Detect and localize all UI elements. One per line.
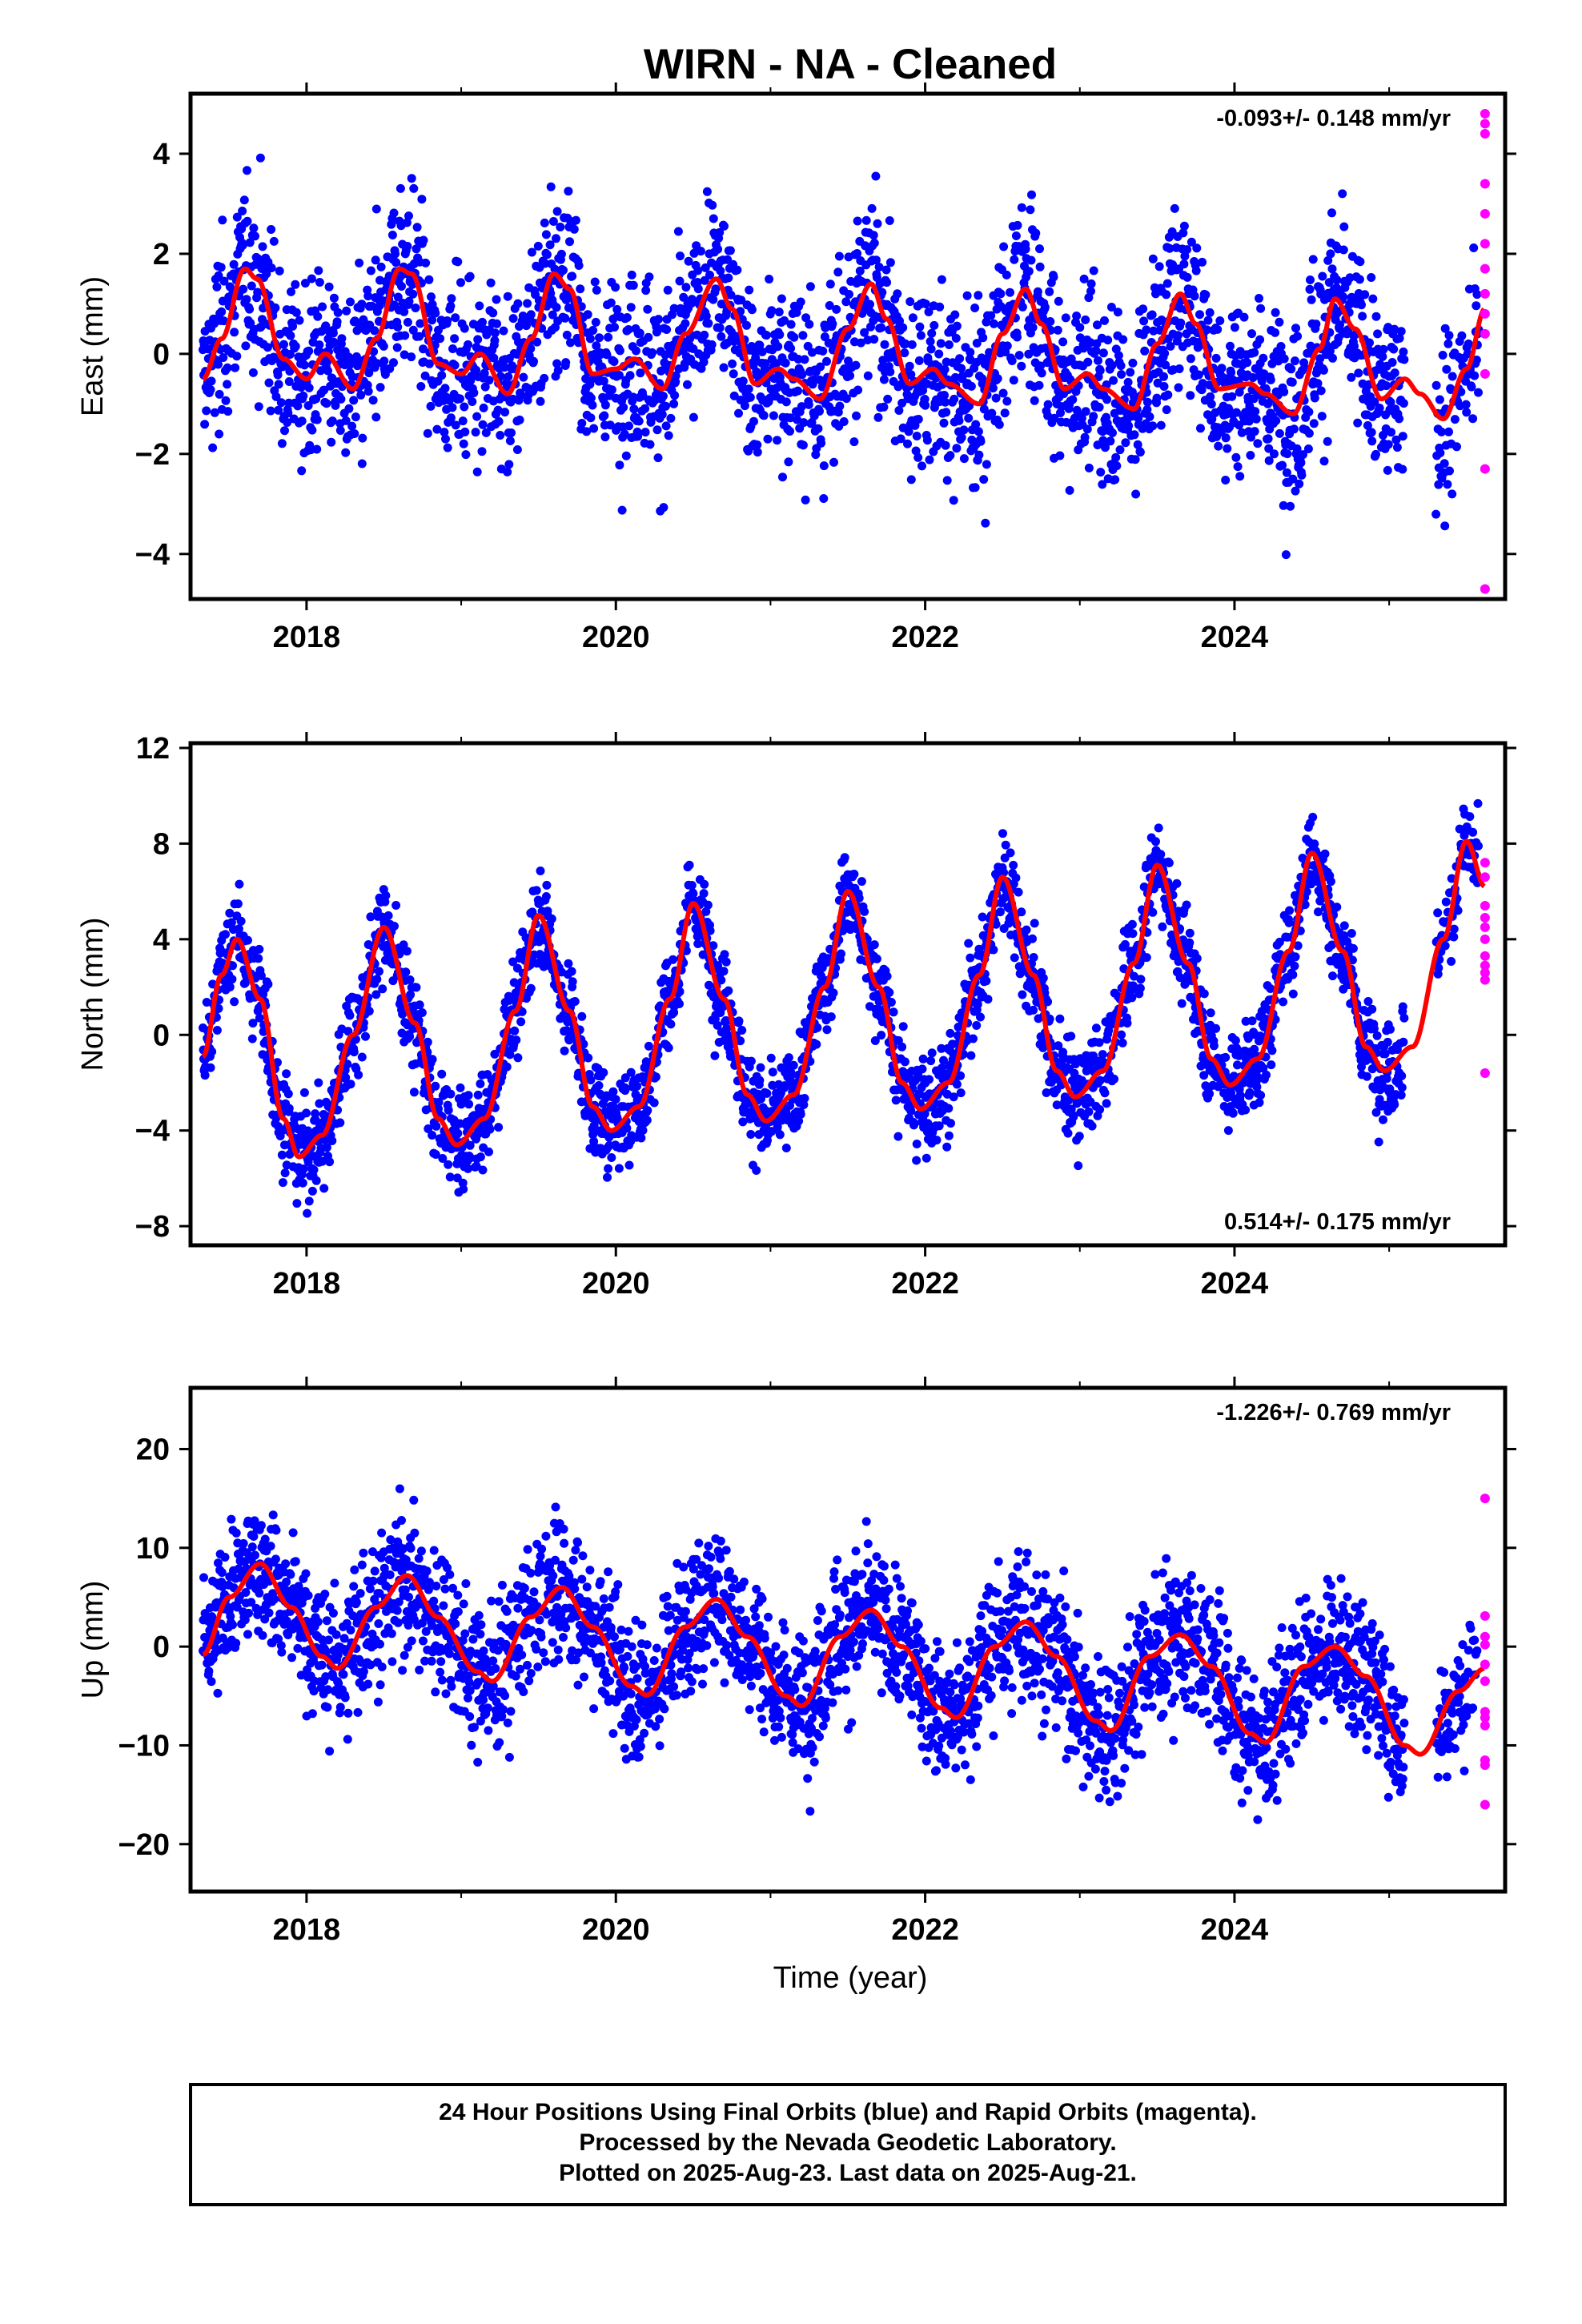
y-tick-label: 10 [136,1532,170,1566]
plot-area [199,798,1490,1218]
y-tick-label: 2 [153,238,170,271]
east-panel: 2018 2020 2022 2024 −4 −2 0 2 4 East (mm) -0.093+/… [76,82,1516,654]
y-tick-label: 8 [153,827,170,861]
rapid-orbit-point [1480,108,1490,119]
rapid-orbit-point [1480,951,1490,961]
x-tick-label: 2022 [891,621,959,654]
x-tick-label: 2022 [891,1267,959,1301]
x-tick-label: 2018 [273,1267,341,1301]
y-tick-label: 12 [136,732,170,766]
y-tick-label: −4 [135,538,170,572]
x-tick-label: 2024 [1201,1913,1269,1947]
x-axis-label: Time (year) [773,1961,928,1995]
rapid-orbit-point [1480,1631,1490,1642]
y-tick-label: 4 [153,138,170,171]
rapid-orbit-point [1480,1068,1490,1079]
rapid-orbit-point [1480,179,1490,189]
rapid-orbit-point [1480,239,1490,249]
y-tick-label: −4 [135,1115,170,1148]
final-orbit-points [199,798,1483,1218]
velocity-annotation: 0.514+/- 0.175 mm/yr [1224,1209,1451,1235]
final-orbit-dots [199,153,1484,560]
y-tick-label: −2 [135,438,170,472]
x-tick-label: 2024 [1201,1267,1269,1301]
final-orbit-dots [199,1484,1482,1824]
up-panel: 2018 2020 2022 2024 −20 −10 0 10 20 Up (mm) -1.226… [76,1377,1516,1947]
plot-area [199,1484,1490,1824]
x-tick-label: 2018 [273,1913,341,1947]
north-panel: 2018 2020 2022 2024 −8 −4 0 4 8 12 North (mm) 0.514… [76,732,1516,1301]
velocity-annotation: -0.093+/- 0.148 mm/yr [1216,106,1451,131]
rapid-orbit-point [1480,858,1490,868]
rapid-orbit-point [1480,1712,1490,1723]
rapid-orbit-point [1480,208,1490,219]
model-fit-line [201,838,1486,1160]
y-axis-label: Up (mm) [76,1581,110,1699]
rapid-orbit-point [1480,912,1490,923]
footer-box: 24 Hour Positions Using Final Orbits (bl… [189,2083,1507,2206]
rapid-orbit-point [1480,872,1490,883]
rapid-orbit-point [1480,934,1490,944]
panel-frame [188,741,1508,1248]
y-tick-label: −20 [118,1828,170,1862]
panel-frame [188,1385,1508,1894]
plot-area [199,108,1490,594]
rapid-orbit-point [1480,1639,1490,1650]
velocity-annotation: -1.226+/- 0.769 mm/yr [1216,1400,1451,1425]
x-tick-label: 2024 [1201,621,1269,654]
y-tick-label: −8 [135,1210,170,1244]
footer-line-2: Processed by the Nevada Geodetic Laborat… [579,2129,1116,2156]
rapid-orbit-point [1480,960,1490,971]
panel-frame [188,91,1508,601]
model-fit-line [201,1561,1486,1757]
x-tick-label: 2020 [582,621,650,654]
final-orbit-points [199,1484,1482,1824]
rapid-orbit-point [1480,1610,1490,1621]
rapid-orbit-point [1480,328,1490,339]
rapid-orbit-point [1480,967,1490,978]
model-fit-line [201,266,1487,422]
rapid-orbit-point [1480,922,1490,932]
rapid-orbit-point [1480,901,1490,911]
rapid-orbit-point [1480,1494,1490,1504]
y-tick-label: 0 [153,1630,170,1664]
rapid-orbit-point [1480,1659,1490,1670]
rapid-orbit-point [1480,308,1490,319]
rapid-orbit-point [1480,584,1490,594]
rapid-orbit-point [1480,1720,1490,1731]
y-tick-label: −10 [118,1729,170,1763]
rapid-orbit-point [1480,464,1490,474]
x-tick-label: 2022 [891,1913,959,1947]
rapid-orbit-point [1480,128,1490,139]
rapid-orbit-point [1480,119,1490,129]
footer-line-3: Plotted on 2025-Aug-23. Last data on 202… [559,2160,1137,2186]
rapid-orbit-point [1480,1799,1490,1810]
final-orbit-points [199,153,1484,560]
x-tick-label: 2018 [273,621,341,654]
y-axis-label: East (mm) [76,276,110,416]
y-tick-label: 4 [153,923,170,957]
y-axis-label: North (mm) [76,917,110,1071]
y-tick-label: 0 [153,1019,170,1052]
footer-frame [189,2083,1507,2206]
y-tick-label: 0 [153,338,170,372]
y-tick-label: 20 [136,1433,170,1466]
rapid-orbit-point [1480,288,1490,299]
rapid-orbit-point [1480,368,1490,379]
chart-title: WIRN - NA - Cleaned [644,41,1057,88]
rapid-orbit-point [1480,263,1490,274]
footer-line-1: 24 Hour Positions Using Final Orbits (bl… [439,2099,1257,2125]
rapid-orbit-point [1480,1676,1490,1687]
rapid-orbit-point [1480,1760,1490,1771]
x-tick-label: 2020 [582,1267,650,1301]
x-tick-label: 2020 [582,1913,650,1947]
rapid-orbit-point [1480,975,1490,985]
final-orbit-dots [199,798,1483,1218]
